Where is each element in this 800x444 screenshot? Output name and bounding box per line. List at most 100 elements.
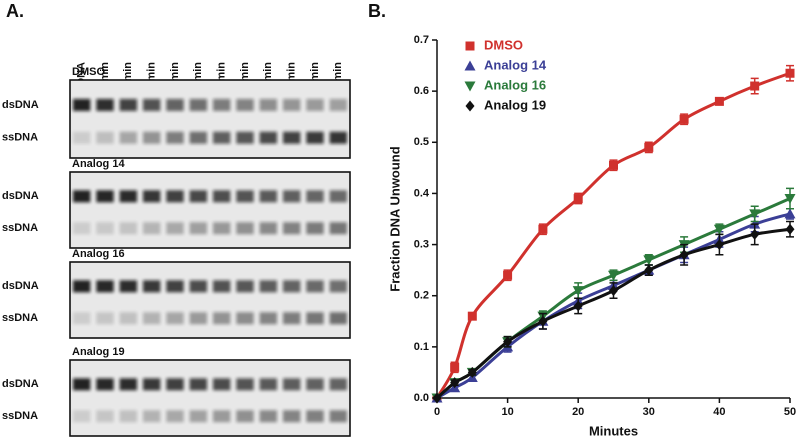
gel-band <box>259 98 277 111</box>
marker <box>644 142 654 152</box>
marker <box>713 224 725 235</box>
marker <box>644 264 654 276</box>
marker <box>503 336 513 348</box>
gel-band <box>259 280 277 293</box>
marker <box>450 377 460 389</box>
gel-band <box>166 98 184 111</box>
gel-background <box>69 359 351 437</box>
gel-band <box>236 280 254 293</box>
gel-band <box>166 131 184 144</box>
gel-band <box>283 131 301 144</box>
row-label: dsDNA <box>2 190 39 202</box>
marker <box>679 114 689 124</box>
gel-band <box>96 378 114 391</box>
gel-band <box>306 222 324 235</box>
gel-band <box>166 222 184 235</box>
gel-band <box>119 222 137 235</box>
gel-band <box>166 378 184 391</box>
marker <box>714 96 724 106</box>
gel-band <box>119 280 137 293</box>
gel-band <box>259 190 277 203</box>
gel-band <box>259 222 277 235</box>
gel-band <box>189 131 207 144</box>
gel-band <box>283 378 301 391</box>
gel-band <box>96 222 114 235</box>
gel-band <box>143 190 161 203</box>
x-tick-label: 30 <box>643 406 655 418</box>
gel-band <box>306 98 324 111</box>
gel-band <box>236 410 254 423</box>
gel-band <box>329 98 347 111</box>
gel-band <box>189 312 207 325</box>
gel-band <box>329 190 347 203</box>
gel-band <box>73 410 91 423</box>
marker <box>750 228 760 240</box>
marker <box>784 208 796 219</box>
marker <box>643 255 655 266</box>
gel-band <box>329 410 347 423</box>
gel-band <box>73 190 91 203</box>
gel-band <box>96 312 114 325</box>
marker <box>467 311 477 321</box>
x-tick-label: 50 <box>784 406 796 418</box>
marker <box>609 160 618 170</box>
gel-band <box>73 312 91 325</box>
gel-band <box>96 98 114 111</box>
gel-band <box>119 98 137 111</box>
gel-band <box>213 98 231 111</box>
gel-band <box>189 280 207 293</box>
gel-band <box>119 190 137 203</box>
gel-band <box>259 312 277 325</box>
y-tick-label: 0.5 <box>414 136 429 148</box>
gel-band <box>73 378 91 391</box>
legend-marker <box>465 100 475 112</box>
gel-label: Analog 19 <box>72 346 125 358</box>
marker <box>467 366 477 378</box>
fit-curve <box>436 212 791 400</box>
row-label: dsDNA <box>2 280 39 292</box>
y-tick-label: 0.3 <box>414 238 429 250</box>
gel-band <box>283 410 301 423</box>
gel-band <box>166 190 184 203</box>
legend-marker <box>465 41 475 51</box>
marker <box>750 81 760 91</box>
gel-band <box>236 222 254 235</box>
legend-label: Analog 19 <box>484 97 546 112</box>
gel-band <box>73 98 91 111</box>
legend-label: Analog 14 <box>484 57 547 72</box>
legend-label: Analog 16 <box>484 77 546 92</box>
gel-band <box>119 312 137 325</box>
x-tick-label: 0 <box>434 406 440 418</box>
gel-band <box>236 312 254 325</box>
legend-marker <box>464 60 476 71</box>
gel-label: Analog 14 <box>72 158 125 170</box>
gel-band <box>283 222 301 235</box>
marker <box>573 300 583 312</box>
x-axis-label: Minutes <box>589 423 638 438</box>
gel-band <box>96 410 114 423</box>
y-tick-label: 0.7 <box>414 34 429 46</box>
marker <box>573 194 583 204</box>
gel-band <box>213 378 231 391</box>
marker <box>785 68 795 78</box>
gel-band <box>329 312 347 325</box>
gel-band <box>119 378 137 391</box>
gel-label: Analog 16 <box>72 248 125 260</box>
gel-band <box>329 378 347 391</box>
gel-band <box>166 410 184 423</box>
gel-band <box>73 222 91 235</box>
y-tick-label: 0.4 <box>414 187 430 199</box>
y-tick-label: 0.0 <box>414 392 429 404</box>
gel-band <box>166 312 184 325</box>
gel-band <box>96 190 114 203</box>
marker <box>572 286 584 297</box>
marker <box>503 270 513 280</box>
gel-background <box>69 261 351 339</box>
panel-label: A. <box>6 1 24 21</box>
gel-band <box>143 312 161 325</box>
gel-band <box>329 280 347 293</box>
gel-band <box>166 280 184 293</box>
gel-band <box>213 280 231 293</box>
gel-background <box>69 171 351 249</box>
